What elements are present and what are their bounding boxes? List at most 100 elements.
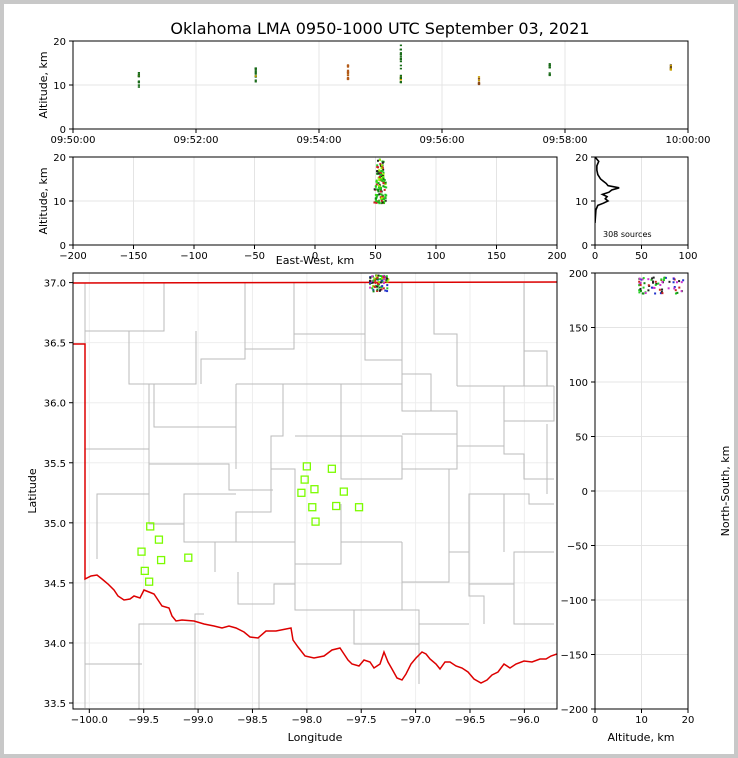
ew-source-point [382,173,385,176]
chart-title: Oklahoma LMA 0950-1000 UTC September 03,… [170,19,589,38]
p2-ytick-label: 20 [53,153,66,164]
plan-source-point [375,274,378,277]
time-source-point [399,78,402,81]
plan-source-point [380,288,383,291]
time-source-point [669,67,672,69]
ew-source-point [385,194,388,197]
ns-source-point [652,276,655,279]
lma-station-marker [140,566,149,576]
p2-marks [373,158,388,205]
plan-source-point [383,278,386,281]
p2-grid [72,156,558,246]
county-boundary [448,468,457,552]
p1-xtick-label: 10:00:00 [666,135,711,146]
time-source-point [548,62,551,65]
ew-source-point [380,164,383,167]
ew-source-point [381,160,384,163]
ew-source-point [380,201,383,204]
ns-source-point [663,277,666,280]
plan-source-point [374,284,377,287]
plan-source-point [382,277,385,280]
time-source-point [399,77,402,79]
plan-source-point [379,278,382,281]
ew-source-point [378,199,381,202]
ns-source-point [661,288,664,291]
p5-ytick-label: 150 [569,324,588,335]
plan-source-point [381,277,384,280]
plan-source-point [376,284,379,287]
county-boundary [353,623,469,645]
ew-source-point [379,196,382,199]
time-source-point [399,54,402,56]
lma-station-marker [310,485,319,494]
plan-source-point [386,287,389,290]
ns-source-point [672,277,675,280]
ew-source-point [376,170,379,173]
plan-source-point [374,281,377,284]
p4-ytick-label: 37.0 [44,279,66,290]
county-boundary [96,493,216,572]
ew-source-point [375,188,378,191]
ns-source-point [639,283,642,286]
ew-source-point [384,181,387,184]
ew-source-point [378,158,381,161]
plan-source-point [378,286,381,289]
ew-source-point [378,175,381,178]
plan-source-point [371,275,374,278]
p5-ytick-label: −50 [567,542,588,553]
p1-xtick-label: 09:56:00 [420,135,465,146]
p2-xtick-label: 150 [487,251,506,262]
plan-source-point [371,287,374,290]
p1-ytick-label: 0 [60,125,66,136]
p5-xtick-label: 10 [635,715,648,726]
plan-source-point [376,288,379,291]
time-source-point [548,72,551,74]
ew-source-point [384,199,387,202]
ns-source-point [652,280,655,283]
state-border-south [73,343,557,684]
ns-source-point [668,280,671,283]
county-boundary [468,493,505,552]
east-west-panel: −200 −150 −100 −50 0 50 100 150 200 0 10 20 Altitud… [37,153,567,267]
county-boundary [433,283,458,386]
ns-source-point [653,286,656,289]
ew-source-point [378,172,381,175]
p4-xtick-label: −99.5 [128,715,159,726]
p4-xtick-label: −97.0 [400,715,431,726]
p2-xtick-label: 0 [312,251,318,262]
county-boundary [153,384,237,469]
plan-source-point [387,278,390,281]
ew-source-point [377,172,380,175]
ew-source-point [383,198,386,201]
time-source-point [346,74,350,77]
p1-xtick-label: 09:54:00 [297,135,342,146]
county-boundary [85,283,165,332]
plan-source-point [376,282,379,285]
ns-source-point [641,278,644,281]
ew-source-point [373,201,376,204]
time-source-point [399,67,402,70]
ns-source-point [659,292,662,295]
p5-ytick-label: −100 [561,596,588,607]
plan-source-point [385,279,388,282]
ew-source-point [381,166,384,169]
county-map [73,281,557,709]
p1-ylabel: Altitude, km [37,51,50,118]
ew-source-point [377,200,380,203]
time-source-point [254,73,257,75]
time-source-point [399,60,402,63]
time-source-point [399,64,402,67]
ns-source-point [642,277,645,280]
lma-station-marker [311,517,320,526]
time-source-point [399,57,402,60]
ns-source-point [650,286,653,289]
p3-ytick-label: 20 [575,153,588,164]
ns-source-point [657,282,660,285]
time-source-point [399,44,402,47]
state-border-north [73,281,557,284]
county-boundary [354,551,554,611]
ew-source-point [378,202,381,205]
plan-source-point [386,290,389,293]
ew-source-point [385,186,388,189]
ew-source-point [380,186,383,189]
